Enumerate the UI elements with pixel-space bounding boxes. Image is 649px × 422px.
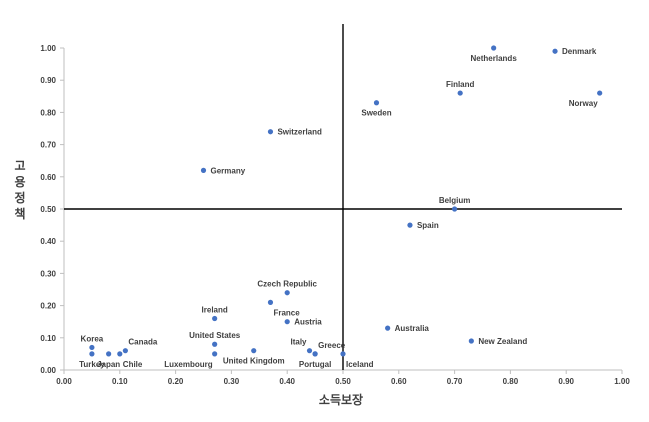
point-label-sweden: Sweden xyxy=(361,109,391,118)
y-tick-label: 0.50 xyxy=(40,205,56,214)
x-tick-label: 0.30 xyxy=(224,377,240,386)
point-label-iceland: Iceland xyxy=(346,360,374,369)
point-label-finland: Finland xyxy=(446,80,475,89)
x-tick-label: 0.60 xyxy=(391,377,407,386)
x-tick-label: 0.90 xyxy=(558,377,574,386)
y-tick-label: 0.10 xyxy=(40,334,56,343)
point-united-kingdom xyxy=(251,348,257,354)
point-finland xyxy=(457,90,463,96)
point-ireland xyxy=(212,315,218,322)
point-denmark xyxy=(552,48,558,54)
point-label-japan: Japan xyxy=(97,360,120,369)
point-switzerland xyxy=(267,129,274,135)
point-new-zealand xyxy=(468,338,474,344)
y-tick-label: 1.00 xyxy=(40,44,56,53)
point-luxembourg xyxy=(212,351,218,357)
point-korea xyxy=(89,344,95,351)
point-netherlands xyxy=(491,45,497,51)
point-label-spain: Spain xyxy=(417,221,439,230)
x-tick-label: 0.80 xyxy=(503,377,519,386)
points-layer xyxy=(89,45,603,357)
x-tick-label: 0.20 xyxy=(168,377,184,386)
x-tick-label: 0.50 xyxy=(335,377,351,386)
x-tick-label: 1.00 xyxy=(614,377,630,386)
axes-layer: 0.00 0.10 0.20 0.30 0.40 0.50 0.60 0.70 0.80 0.90… xyxy=(40,24,630,386)
point-italy xyxy=(306,348,313,354)
point-label-austria: Austria xyxy=(294,318,322,327)
point-portugal xyxy=(312,351,318,357)
point-iceland xyxy=(340,351,346,357)
point-chile xyxy=(117,351,123,357)
y-tick-label: 0.90 xyxy=(40,76,56,85)
point-sweden xyxy=(373,100,380,106)
y-tick-label: 0.70 xyxy=(40,141,56,150)
x-tick-label: 0.40 xyxy=(279,377,295,386)
point-label-ireland: Ireland xyxy=(202,305,228,314)
point-label-switzerland: Switzerland xyxy=(277,128,322,137)
point-label-canada: Canada xyxy=(128,338,157,347)
point-label-united-kingdom: United Kingdom xyxy=(223,357,285,366)
point-label-portugal: Portugal xyxy=(299,360,331,369)
point-label-france: France xyxy=(273,308,300,317)
labels-layer: Netherlands Denmark Norway Finland Sweden Swi… xyxy=(79,47,598,369)
point-label-italy: Italy xyxy=(291,338,308,347)
y-tick-label: 0.30 xyxy=(40,269,56,278)
point-label-greece: Greece xyxy=(318,341,346,350)
y-tick-label: 0.20 xyxy=(40,302,56,311)
point-austria xyxy=(284,319,290,325)
y-tick-label: 0.60 xyxy=(40,173,56,182)
point-label-chile: Chile xyxy=(123,360,143,369)
y-tick-label: 0.00 xyxy=(40,366,56,375)
point-united-states xyxy=(212,341,218,347)
point-label-korea: Korea xyxy=(81,334,104,343)
point-label-belgium: Belgium xyxy=(439,196,471,205)
point-norway xyxy=(597,90,603,96)
point-label-turkey: Turkey xyxy=(79,360,105,369)
point-label-norway: Norway xyxy=(569,99,598,108)
x-tick-label: 0.70 xyxy=(447,377,463,386)
point-belgium xyxy=(452,206,458,212)
point-france xyxy=(267,299,274,305)
y-tick-label: 0.40 xyxy=(40,237,56,246)
x-tick-label: 0.00 xyxy=(56,377,72,386)
point-australia xyxy=(385,325,391,331)
x-tick-label: 0.10 xyxy=(112,377,128,386)
point-spain xyxy=(407,222,413,228)
point-germany xyxy=(200,167,207,173)
point-czech-republic xyxy=(284,290,290,296)
point-label-czech-republic: Czech Republic xyxy=(257,280,317,289)
point-canada xyxy=(122,348,128,354)
point-japan xyxy=(106,351,112,357)
point-label-germany: Germany xyxy=(211,166,246,175)
point-label-australia: Australia xyxy=(395,324,430,333)
x-axis-title: 소득보장 xyxy=(319,393,363,407)
point-label-united-states: United States xyxy=(189,331,241,340)
point-label-netherlands: Netherlands xyxy=(471,54,518,63)
point-turkey xyxy=(89,351,95,357)
point-label-luxembourg: Luxembourg xyxy=(164,360,213,369)
point-label-denmark: Denmark xyxy=(562,47,597,56)
y-tick-label: 0.80 xyxy=(40,108,56,117)
point-label-new-zealand: New Zealand xyxy=(478,337,527,346)
